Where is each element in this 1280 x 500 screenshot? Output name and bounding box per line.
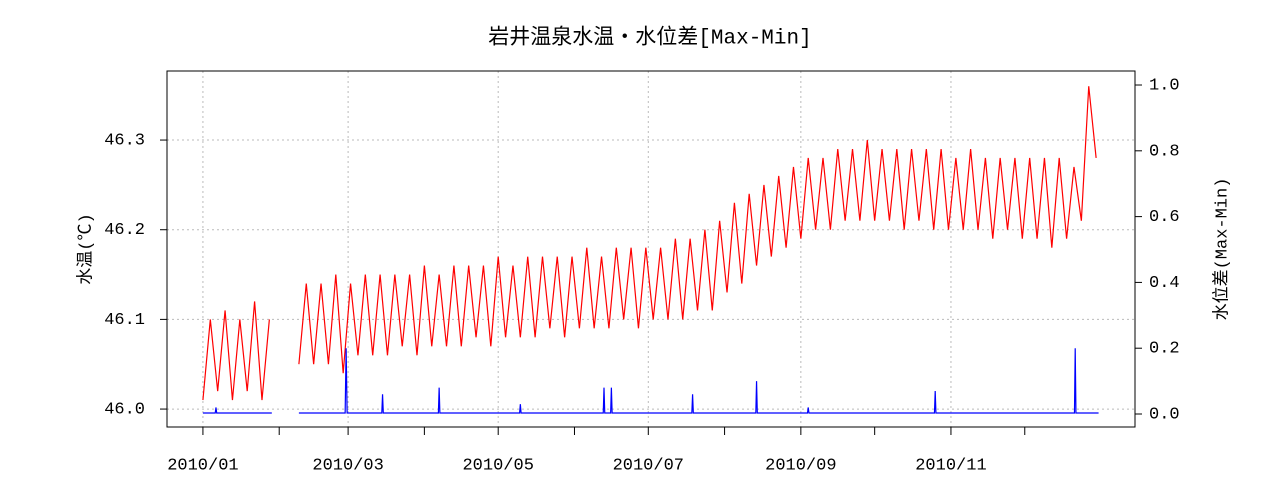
x-tick-label: 2010/01 xyxy=(167,456,238,475)
y-tick-label: 46.3 xyxy=(104,132,145,151)
y2-axis-label: 水位差(Max-Min) xyxy=(1211,178,1232,321)
y-axis-label: 水温(℃) xyxy=(75,213,96,284)
x-tick-label: 2010/11 xyxy=(915,456,986,475)
y2-tick-label: 0.6 xyxy=(1149,208,1180,227)
x-tick-label: 2010/03 xyxy=(312,456,383,475)
y2-tick-label: 0.4 xyxy=(1149,274,1180,293)
y-tick-label: 46.0 xyxy=(104,401,145,420)
x-tick-label: 2010/05 xyxy=(462,456,533,475)
data-line xyxy=(202,348,1099,414)
y2-tick-label: 0.0 xyxy=(1149,405,1180,424)
y-tick-label: 46.1 xyxy=(104,311,145,330)
plot-frame xyxy=(166,70,1136,428)
chart-title: 岩井温泉水温・水位差[Max-Min] xyxy=(488,26,811,51)
y2-tick-label: 0.8 xyxy=(1149,142,1180,161)
x-tick-label: 2010/07 xyxy=(613,456,684,475)
y2-tick-label: 1.0 xyxy=(1149,76,1180,95)
y-tick-label: 46.2 xyxy=(104,221,145,240)
x-tick-label: 2010/09 xyxy=(765,456,836,475)
data-line xyxy=(202,86,1097,401)
y2-tick-label: 0.2 xyxy=(1149,340,1180,359)
